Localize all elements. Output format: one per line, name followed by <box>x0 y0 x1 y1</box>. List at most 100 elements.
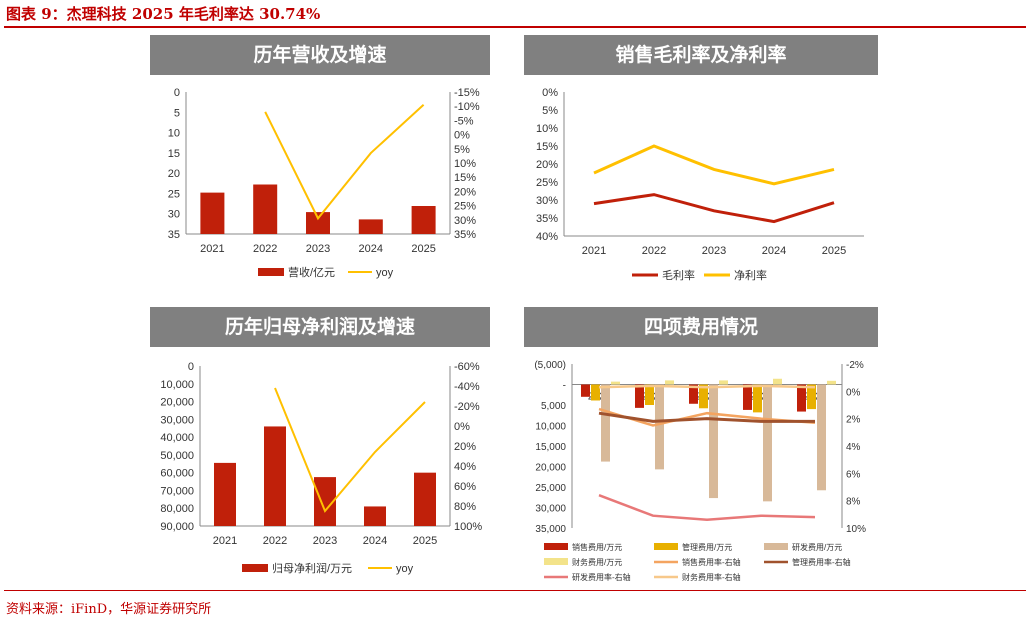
y2-tick-label: 20% <box>454 441 476 453</box>
y-tick-label: 10,000 <box>535 422 566 433</box>
y-tick-label: 15,000 <box>535 442 566 453</box>
y-tick-label: 35 <box>168 229 180 241</box>
footer-rule <box>4 590 1026 591</box>
bar-expense-0 <box>689 384 698 404</box>
panel-revenue: 历年营收及增速 <box>150 35 490 290</box>
y-tick-label: 0% <box>542 87 558 99</box>
legend-swatch <box>654 543 678 550</box>
y2-tick-label: 0% <box>846 387 861 398</box>
legend-swatch <box>544 558 568 565</box>
x-tick-label: 2025 <box>411 243 435 255</box>
bar-expense-0 <box>581 384 590 397</box>
legend-label: 管理费用率-右轴 <box>792 557 851 567</box>
x-tick-label: 2021 <box>582 245 606 257</box>
y2-tick-label: 10% <box>846 524 866 535</box>
y-tick-label: 20,000 <box>535 463 566 474</box>
bar-net-profit <box>414 472 436 526</box>
legend-swatch-net-profit <box>242 564 268 572</box>
bar-expense-3 <box>719 380 728 385</box>
line-net-margin <box>593 144 835 186</box>
bar-expense-2 <box>601 384 610 462</box>
bar-expense-0 <box>635 384 644 408</box>
y2-tick-label: -20% <box>454 401 480 413</box>
net-profit-chart: 0 10,000 20,000 30,000 40,000 50,000 60,000 70,… <box>160 361 482 575</box>
title-rule <box>4 26 1026 28</box>
y-tick-label: 0 <box>174 87 180 99</box>
y-tick-label: 35% <box>536 213 558 225</box>
y2-tick-label: 100% <box>454 521 482 533</box>
bar-expense-1 <box>699 384 708 409</box>
y-tick-label: 40,000 <box>160 432 194 444</box>
y-tick-label: 20 <box>168 168 180 180</box>
x-tick-label: 2022 <box>263 535 287 547</box>
line-yoy <box>264 104 425 221</box>
line-yoy <box>274 387 426 513</box>
y2-tick-label: -10% <box>454 101 480 113</box>
y-tick-label: 30% <box>536 195 558 207</box>
source-note: 资料来源：iFinD，华源证券研究所 <box>6 602 212 617</box>
x-tick-label: 2023 <box>313 535 337 547</box>
panel-expenses: 四项费用情况 <box>524 307 878 582</box>
x-tick-label: 2021 <box>213 535 237 547</box>
bar-expense-2 <box>763 384 772 502</box>
bar-expense-3 <box>611 381 620 385</box>
y-tick-label: 5,000 <box>541 401 566 412</box>
y-tick-label: 15 <box>168 148 180 160</box>
y2-tick-label: 5% <box>454 144 470 156</box>
y2-tick-label: 35% <box>454 229 476 241</box>
legend-label: 财务费用/万元 <box>572 557 622 567</box>
bar-expense-1 <box>807 384 816 410</box>
y2-tick-label: 4% <box>846 442 861 453</box>
x-tick-label: 2021 <box>200 243 224 255</box>
y-tick-label: 40% <box>536 231 558 243</box>
y2-tick-label: 2% <box>846 415 861 426</box>
y2-tick-label: -2% <box>846 360 864 371</box>
y-tick-label: 80,000 <box>160 503 194 515</box>
legend-label-net-margin: 净利率 <box>734 268 767 282</box>
y2-tick-label: 80% <box>454 501 476 513</box>
legend-label: 管理费用/万元 <box>682 542 732 552</box>
y2-tick-label: 6% <box>846 469 861 480</box>
x-tick-label: 2025 <box>413 535 437 547</box>
bar-revenue <box>358 219 383 234</box>
bar-expense-2 <box>817 384 826 491</box>
legend-swatch-revenue <box>258 268 284 276</box>
expenses-chart: (5,000) - 5,000 10,000 15,000 20,000 25,000 30,… <box>534 360 866 582</box>
y-tick-label: 25,000 <box>535 483 566 494</box>
legend-label-yoy: yoy <box>396 563 414 575</box>
y-tick-label: 50,000 <box>160 450 194 462</box>
y-tick-label: 10% <box>536 123 558 135</box>
y-tick-label: - <box>563 381 566 392</box>
bar-revenue <box>411 206 436 234</box>
bar-expense-0 <box>743 384 752 410</box>
bar-expense-3 <box>665 380 674 385</box>
x-tick-label: 2024 <box>363 535 387 547</box>
y-tick-label: 20% <box>536 159 558 171</box>
y2-tick-label: 10% <box>454 158 476 170</box>
bar-revenue <box>200 192 225 234</box>
y2-tick-label: -40% <box>454 381 480 393</box>
bar-expense-1 <box>645 384 654 405</box>
y-tick-label: 10,000 <box>160 379 194 391</box>
y-tick-label: 90,000 <box>160 521 194 533</box>
legend-label-gross-margin: 毛利率 <box>662 268 695 282</box>
y-tick-label: 20,000 <box>160 397 194 409</box>
bar-expense-1 <box>753 384 762 413</box>
x-tick-label: 2025 <box>822 245 846 257</box>
y-tick-label: 30 <box>168 209 180 221</box>
y2-tick-label: 8% <box>846 497 861 508</box>
y2-tick-label: 30% <box>454 215 476 227</box>
panel-margin: 销售毛利率及净利率 <box>524 35 878 290</box>
bar-expense-2 <box>655 384 664 470</box>
legend-label: 财务费用率-右轴 <box>682 572 741 582</box>
y-tick-label: (5,000) <box>534 360 566 371</box>
panel-net-profit: 历年归母净利润及增速 <box>150 307 490 582</box>
y-tick-label: 25 <box>168 188 180 200</box>
x-tick-label: 2022 <box>642 245 666 257</box>
panel-expenses-header: 四项费用情况 <box>524 307 878 347</box>
legend-label-revenue: 营收/亿元 <box>288 265 335 279</box>
y2-tick-label: 40% <box>454 461 476 473</box>
y-tick-label: 5 <box>174 107 180 119</box>
margin-chart: 0% 5% 10% 15% 20% 25% 30% 35% 40% 2021 2022 2023 202… <box>536 87 864 282</box>
bar-revenue <box>253 184 278 234</box>
